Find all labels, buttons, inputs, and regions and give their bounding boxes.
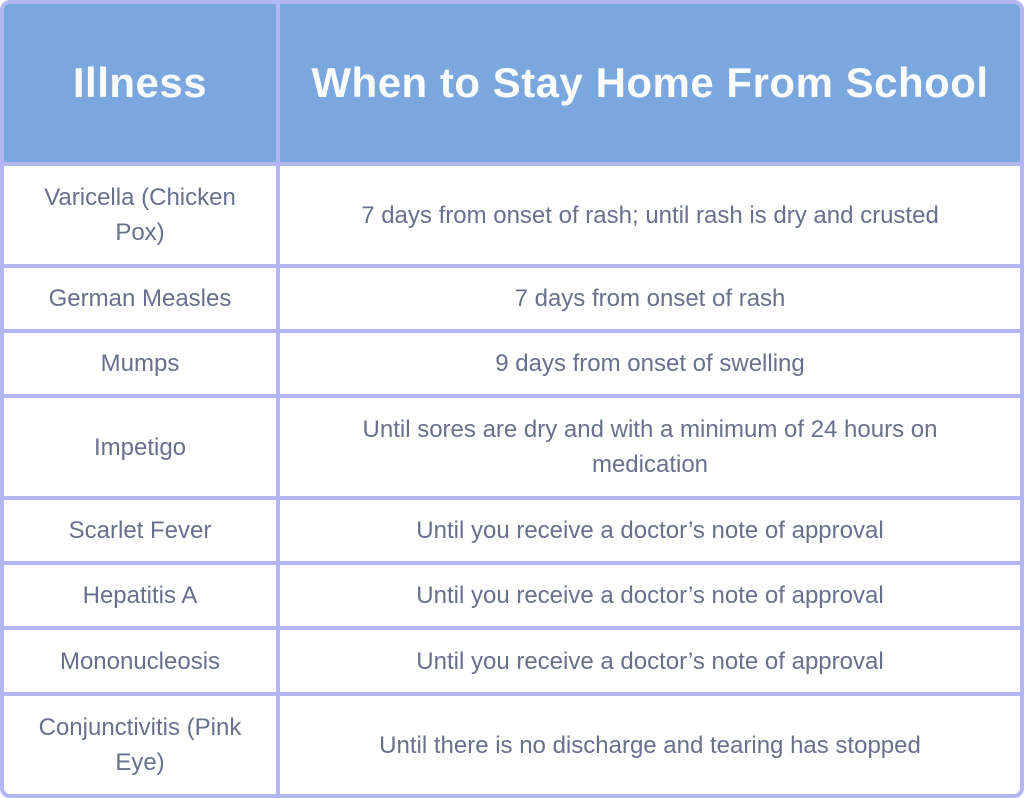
guidance-cell: 7 days from onset of rash <box>280 268 1020 329</box>
illness-cell: Conjunctivitis (Pink Eye) <box>4 696 276 794</box>
illness-cell: Hepatitis A <box>4 565 276 626</box>
illness-cell: Mumps <box>4 333 276 394</box>
guidance-cell: Until you receive a doctor’s note of app… <box>280 500 1020 561</box>
guidance-cell: Until there is no discharge and tearing … <box>280 696 1020 794</box>
guidance-cell: 9 days from onset of swelling <box>280 333 1020 394</box>
column-header-guidance: When to Stay Home From School <box>280 4 1020 162</box>
illness-cell: German Measles <box>4 268 276 329</box>
guidance-cell: 7 days from onset of rash; until rash is… <box>280 166 1020 264</box>
illness-cell: Mononucleosis <box>4 630 276 692</box>
illness-cell: Impetigo <box>4 398 276 496</box>
column-header-illness: Illness <box>4 4 276 162</box>
illness-cell: Varicella (Chicken Pox) <box>4 166 276 264</box>
illness-cell: Scarlet Fever <box>4 500 276 561</box>
guidance-cell: Until you receive a doctor’s note of app… <box>280 565 1020 626</box>
guidance-cell: Until you receive a doctor’s note of app… <box>280 630 1020 692</box>
guidance-cell: Until sores are dry and with a minimum o… <box>280 398 1020 496</box>
